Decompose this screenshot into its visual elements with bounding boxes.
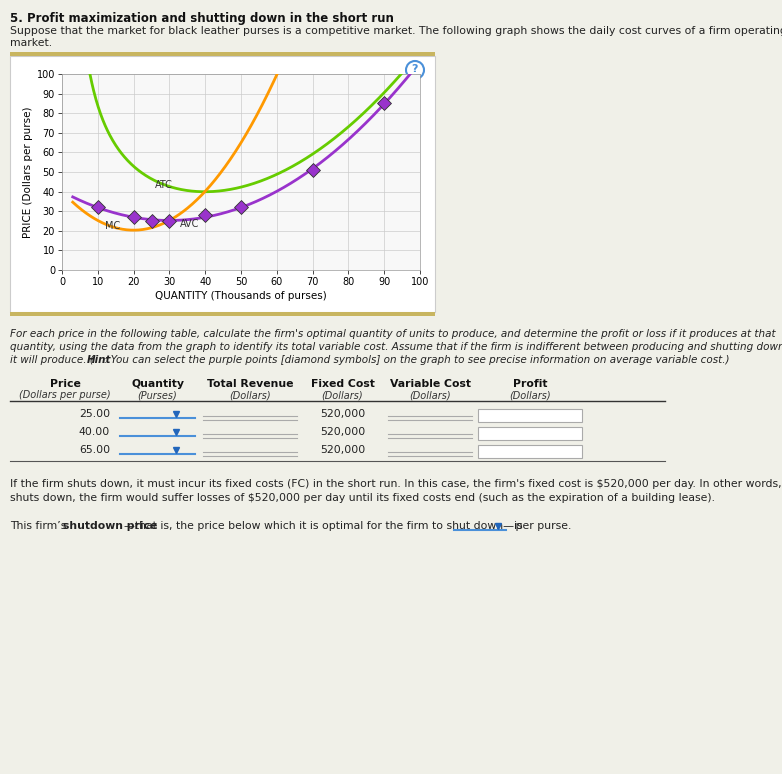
Text: (Dollars): (Dollars) bbox=[509, 390, 551, 400]
Text: it will produce. (: it will produce. ( bbox=[10, 355, 94, 365]
Text: shutdown price: shutdown price bbox=[63, 521, 157, 531]
Text: For each price in the following table, calculate the firm's optimal quantity of : For each price in the following table, c… bbox=[10, 329, 776, 339]
Bar bbox=[478, 409, 582, 422]
Point bbox=[235, 201, 247, 214]
Bar bbox=[478, 445, 582, 458]
Text: If the firm shuts down, it must incur its fixed costs (FC) in the short run. In : If the firm shuts down, it must incur it… bbox=[10, 479, 782, 489]
Text: quantity, using the data from the graph to identify its total variable cost. Ass: quantity, using the data from the graph … bbox=[10, 342, 782, 352]
Text: 65.00: 65.00 bbox=[79, 445, 110, 455]
Text: Variable Cost: Variable Cost bbox=[389, 379, 471, 389]
Text: 520,000: 520,000 bbox=[320, 445, 365, 455]
Text: Hint: Hint bbox=[87, 355, 111, 365]
Text: (Dollars): (Dollars) bbox=[409, 390, 450, 400]
Text: Fixed Cost: Fixed Cost bbox=[310, 379, 375, 389]
Text: 520,000: 520,000 bbox=[320, 427, 365, 437]
Text: 40.00: 40.00 bbox=[79, 427, 110, 437]
Text: per purse.: per purse. bbox=[512, 521, 572, 531]
Text: ?: ? bbox=[412, 64, 418, 74]
Point bbox=[91, 201, 104, 214]
Point bbox=[378, 98, 390, 110]
Text: —that is, the price below which it is optimal for the firm to shut down—is: —that is, the price below which it is op… bbox=[124, 521, 523, 531]
Text: 520,000: 520,000 bbox=[320, 409, 365, 419]
Text: 5. Profit maximization and shutting down in the short run: 5. Profit maximization and shutting down… bbox=[10, 12, 394, 25]
Text: Suppose that the market for black leather purses is a competitive market. The fo: Suppose that the market for black leathe… bbox=[10, 26, 782, 36]
X-axis label: QUANTITY (Thousands of purses): QUANTITY (Thousands of purses) bbox=[155, 291, 327, 301]
Text: 25.00: 25.00 bbox=[79, 409, 110, 419]
Y-axis label: PRICE (Dollars per purse): PRICE (Dollars per purse) bbox=[23, 106, 33, 238]
Circle shape bbox=[406, 61, 424, 79]
Bar bbox=[10, 312, 435, 316]
Text: market.: market. bbox=[10, 38, 52, 48]
Bar bbox=[478, 427, 582, 440]
Text: (Dollars): (Dollars) bbox=[229, 390, 271, 400]
Text: Price: Price bbox=[49, 379, 81, 389]
Point bbox=[163, 215, 176, 228]
Point bbox=[145, 215, 158, 228]
Text: Quantity: Quantity bbox=[131, 379, 184, 389]
Text: shuts down, the firm would suffer losses of $520,000 per day until its fixed cos: shuts down, the firm would suffer losses… bbox=[10, 493, 715, 503]
Point bbox=[199, 209, 211, 221]
Text: This firm’s: This firm’s bbox=[10, 521, 70, 531]
Text: ATC: ATC bbox=[155, 180, 173, 190]
Point bbox=[127, 211, 140, 223]
Text: AVC: AVC bbox=[180, 219, 199, 229]
Text: Profit: Profit bbox=[513, 379, 547, 389]
Text: (Purses): (Purses) bbox=[138, 390, 178, 400]
Text: Total Revenue: Total Revenue bbox=[206, 379, 293, 389]
Bar bbox=[10, 52, 435, 56]
Text: (Dollars per purse): (Dollars per purse) bbox=[20, 390, 111, 400]
Point bbox=[307, 164, 319, 176]
Bar bbox=[10, 56, 435, 312]
Text: MC: MC bbox=[105, 221, 120, 231]
Text: : You can select the purple points [diamond symbols] on the graph to see precise: : You can select the purple points [diam… bbox=[103, 355, 729, 365]
Text: (Dollars): (Dollars) bbox=[321, 390, 364, 400]
